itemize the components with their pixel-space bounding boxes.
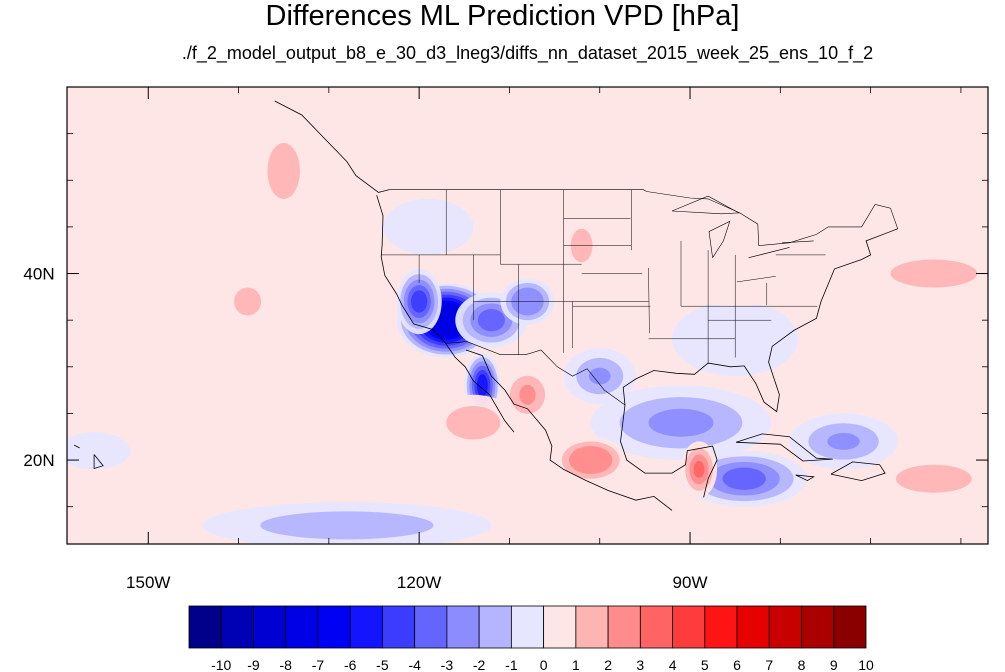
field-region: [693, 460, 705, 478]
axis-ticks: 150W 120W 90W 40N 20N: [23, 87, 988, 592]
field-region: [519, 384, 536, 405]
colorbar-swatch: [639, 605, 673, 649]
colorbar-swatch: [607, 605, 641, 649]
coastline: [708, 220, 731, 258]
colorbar-label: 3: [636, 657, 644, 672]
colorbar-label: -7: [312, 657, 325, 672]
colorbar-swatch: [801, 605, 835, 649]
colorbar-label: -10: [211, 657, 231, 672]
field-region: [569, 446, 613, 475]
colorbar-label: 5: [701, 657, 709, 672]
field-region: [477, 308, 505, 332]
colorbar: -10 -9 -8 -7 -6 -5 -4 -3 -2 -1 0 1 2 3 4 5 6 7 8 9 10: [188, 605, 874, 672]
field-region: [234, 287, 262, 316]
chart-title: Differences ML Prediction VPD [hPa]: [265, 0, 740, 32]
coastline: [736, 276, 776, 283]
y-tick-label: 40N: [23, 265, 54, 284]
colorbar-label: -8: [279, 657, 292, 672]
coastline: [830, 461, 886, 482]
field-region: [827, 433, 860, 450]
chart-subtitle: ./f_2_model_output_b8_e_30_d3_lneg3/diff…: [181, 43, 874, 63]
colorbar-swatch: [349, 605, 383, 649]
colorbar-label: 6: [733, 657, 741, 672]
colorbar-label: -2: [473, 657, 486, 672]
colorbar-swatch: [220, 605, 254, 649]
coastline: [620, 404, 718, 498]
colorbar-label: -9: [247, 657, 260, 672]
colorbar-label: 0: [540, 657, 548, 672]
coastline: [274, 100, 390, 193]
field-layer: [67, 124, 988, 544]
coastline: [671, 195, 740, 215]
colorbar-label: -4: [408, 657, 421, 672]
field-region: [890, 259, 978, 288]
colorbar-swatch: [253, 605, 287, 649]
field-region: [722, 467, 766, 490]
field-region: [648, 408, 714, 437]
x-tick-label: 150W: [126, 573, 170, 592]
field-region: [446, 405, 501, 440]
coastline: [445, 341, 626, 406]
coastline: [748, 247, 790, 258]
plot-frame: [66, 86, 989, 545]
colorbar-swatch: [833, 605, 867, 649]
colorbar-swatch: [446, 605, 480, 649]
x-tick-label: 120W: [397, 573, 441, 592]
colorbar-label: 9: [830, 657, 838, 672]
colorbar-label: 10: [858, 657, 874, 672]
coastline: [735, 433, 833, 462]
coastline: [795, 474, 815, 482]
field-region: [267, 142, 300, 199]
coastline: [389, 189, 898, 246]
colorbar-swatch: [285, 605, 319, 649]
field-region: [67, 432, 131, 470]
field-region: [411, 290, 428, 313]
field-region: [260, 511, 434, 540]
colorbar-label: 4: [669, 657, 677, 672]
colorbar-label: -5: [376, 657, 389, 672]
colorbar-swatch: [510, 605, 545, 649]
colorbar-swatch: [575, 605, 609, 649]
y-tick-label: 20N: [23, 451, 54, 470]
field-region: [895, 464, 972, 493]
colorbar-swatch: [188, 605, 222, 649]
field-region: [588, 367, 611, 385]
colorbar-swatch: [414, 605, 448, 649]
colorbar-label: -3: [441, 657, 454, 672]
colorbar-swatch: [704, 605, 738, 649]
colorbar-swatch: [736, 605, 770, 649]
field-region: [94, 338, 203, 395]
colorbar-swatch: [317, 605, 351, 649]
coastline-layer: [74, 100, 898, 511]
colorbar-label: 2: [604, 657, 612, 672]
field-region: [383, 198, 474, 255]
coastline: [622, 228, 898, 413]
colorbar-label: 7: [765, 657, 773, 672]
coastline: [93, 454, 104, 470]
colorbar-label: 8: [798, 657, 806, 672]
colorbar-label: -1: [505, 657, 518, 672]
colorbar-label: -6: [344, 657, 357, 672]
colorbar-swatch: [543, 605, 577, 649]
colorbar-label: 1: [572, 657, 580, 672]
coastline: [648, 267, 650, 334]
coastline: [782, 240, 814, 244]
coastline: [465, 349, 673, 511]
colorbar-swatch: [382, 605, 416, 649]
coastline: [74, 444, 80, 449]
colorbar-swatch: [478, 605, 512, 649]
colorbar-swatch: [768, 605, 802, 649]
colorbar-swatch: [672, 605, 706, 649]
x-tick-label: 90W: [673, 573, 708, 592]
coastline: [376, 195, 515, 433]
